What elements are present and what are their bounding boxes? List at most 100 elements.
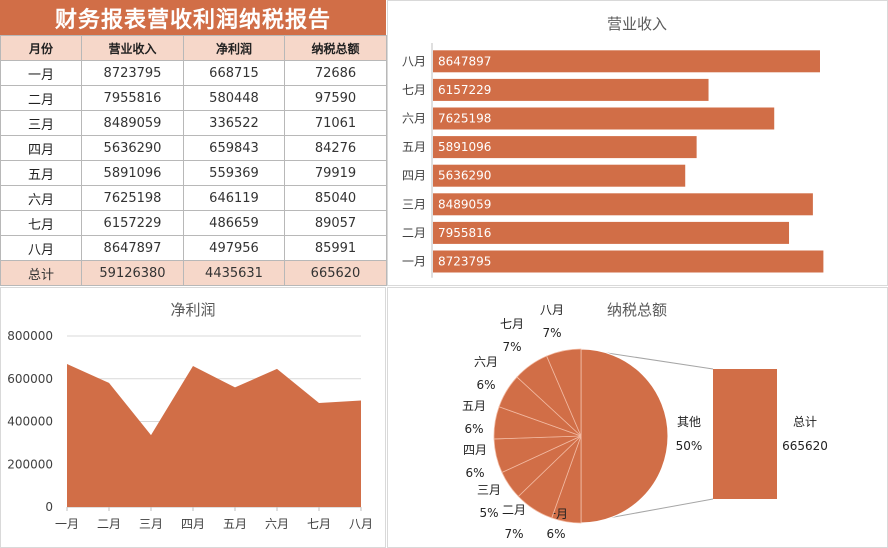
pie-slice-other (580, 348, 669, 524)
revenue-category-label: 六月 (402, 112, 426, 126)
cell-net-profit: 580448 (183, 85, 285, 111)
revenue-bar (433, 193, 813, 216)
cell-tax-total: 72686 (284, 60, 387, 86)
cell-net-profit: 668715 (183, 60, 285, 86)
net-profit-chart-panel: 净利润 0 200000 400000 600000 800000 一月 二月 三月 四月 五月 六… (0, 287, 386, 548)
pie-slice-pct: 7% (502, 340, 521, 354)
area-xtick-label: 七月 (307, 517, 331, 531)
cell-month: 一月 (0, 60, 82, 86)
revenue-bar-label: 8489059 (438, 197, 491, 211)
tax-chart-title: 纳税总额 (607, 301, 667, 319)
table-row: 七月 6157229 486659 89057 (0, 210, 387, 236)
cell-total-revenue: 59126380 (81, 260, 184, 286)
area-ytick-label: 400000 (7, 415, 53, 429)
cell-month: 六月 (0, 185, 82, 211)
table-row: 八月 8647897 497956 85991 (0, 235, 387, 261)
tax-pie-chart: 纳税总额 一月6%二月7%三月5%四月6%五月6%六月6%七月7%八月7%其他5… (462, 301, 828, 541)
revenue-bar-chart: 营业收入 8647897 八月 6157229 七月 7625198 六月 5891096 五… (402, 15, 824, 278)
area-xtick-label: 二月 (97, 517, 121, 531)
cell-revenue: 7955816 (81, 85, 184, 111)
area-ytick-label: 800000 (7, 329, 53, 343)
table-row: 一月 8723795 668715 72686 (0, 60, 387, 86)
cell-net-profit: 646119 (183, 185, 285, 211)
pie-slice-pct: 6% (546, 527, 565, 541)
header-revenue: 营业收入 (81, 35, 184, 61)
revenue-bar (433, 78, 709, 101)
revenue-bar (433, 250, 824, 273)
cell-tax-total: 85040 (284, 185, 387, 211)
revenue-bar-label: 7955816 (438, 226, 491, 240)
cell-total-net-profit: 4435631 (183, 260, 285, 286)
cell-revenue: 5891096 (81, 160, 184, 186)
pie-slice-label: 六月 (474, 355, 498, 369)
cell-revenue: 6157229 (81, 210, 184, 236)
pie-slice-label: 二月 (502, 503, 526, 517)
cell-total-label: 总计 (0, 260, 82, 286)
cell-revenue: 5636290 (81, 135, 184, 161)
pie-slice-label: 八月 (540, 303, 564, 317)
pie-slice-label: 四月 (463, 443, 487, 457)
secondary-total-value: 665620 (782, 439, 828, 453)
pie-slice-month (546, 348, 582, 437)
cell-month: 四月 (0, 135, 82, 161)
revenue-category-label: 四月 (402, 169, 426, 183)
pie-slice-label: 七月 (500, 317, 524, 331)
table-row: 二月 7955816 580448 97590 (0, 85, 387, 111)
revenue-bar (433, 50, 820, 73)
cell-month: 八月 (0, 235, 82, 261)
table-header-row: 月份 营业收入 净利润 纳税总额 (0, 35, 387, 61)
area-ytick-label: 200000 (7, 457, 53, 471)
area-xtick-label: 五月 (223, 517, 247, 531)
net-profit-chart-title: 净利润 (170, 301, 215, 319)
revenue-bar (433, 221, 790, 244)
cell-net-profit: 497956 (183, 235, 285, 261)
cell-month: 二月 (0, 85, 82, 111)
revenue-category-label: 三月 (402, 197, 426, 211)
pie-slice-pct: 7% (504, 527, 523, 541)
revenue-bar-label: 8647897 (438, 54, 491, 68)
pie-slice-pct: 7% (542, 326, 561, 340)
pie-slice-pct: 6% (465, 466, 484, 480)
cell-month: 七月 (0, 210, 82, 236)
revenue-category-label: 八月 (402, 54, 426, 68)
area-xtick-label: 六月 (265, 517, 289, 531)
cell-revenue: 8723795 (81, 60, 184, 86)
pie-other-label: 其他 (677, 415, 701, 429)
tax-chart-panel: 纳税总额 一月 6% 二月 7% 三月 5% 四月 6% 五月 6% 六月 6% 七月 7% 八月 7% 其他 5… (387, 287, 888, 548)
header-net-profit: 净利润 (183, 35, 285, 61)
revenue-bar (433, 107, 775, 130)
secondary-total-bar (713, 369, 777, 499)
report-title: 财务报表营收利润纳税报告 (0, 0, 386, 35)
cell-net-profit: 486659 (183, 210, 285, 236)
cell-net-profit: 336522 (183, 110, 285, 136)
cell-net-profit: 559369 (183, 160, 285, 186)
table-row: 六月 7625198 646119 85040 (0, 185, 387, 211)
revenue-bar (433, 164, 686, 187)
area-xtick-label: 八月 (349, 517, 373, 531)
report-table: 月份 营业收入 净利润 纳税总额 一月 8723795 668715 72686… (0, 35, 387, 286)
revenue-bar-label: 5891096 (438, 140, 491, 154)
area-ytick-label: 600000 (7, 372, 53, 386)
pie-other-pct: 50% (676, 439, 703, 453)
table-row: 四月 5636290 659843 84276 (0, 135, 387, 161)
pie-slice-label: 五月 (462, 399, 486, 413)
revenue-chart-panel: 营业收入 8647897 八月 6157229 七月 7625198 六月 5891096 五… (387, 0, 888, 286)
net-profit-area (67, 364, 361, 507)
cell-revenue: 8647897 (81, 235, 184, 261)
pie-slice-pct: 6% (476, 378, 495, 392)
cell-tax-total: 79919 (284, 160, 387, 186)
cell-tax-total: 97590 (284, 85, 387, 111)
revenue-category-label: 五月 (402, 140, 426, 154)
net-profit-area-chart: 净利润 0 200000 400000 600000 800000 一月 二月 三月 四月 五月 六… (7, 301, 373, 531)
secondary-total-label: 总计 (793, 415, 817, 429)
area-xtick-label: 一月 (55, 517, 79, 531)
header-tax-total: 纳税总额 (284, 35, 387, 61)
area-ytick-label: 0 (45, 500, 53, 514)
cell-tax-total: 85991 (284, 235, 387, 261)
cell-revenue: 8489059 (81, 110, 184, 136)
area-xtick-label: 四月 (181, 517, 205, 531)
cell-tax-total: 84276 (284, 135, 387, 161)
revenue-bar (433, 136, 697, 159)
table-row: 五月 5891096 559369 79919 (0, 160, 387, 186)
cell-tax-total: 71061 (284, 110, 387, 136)
